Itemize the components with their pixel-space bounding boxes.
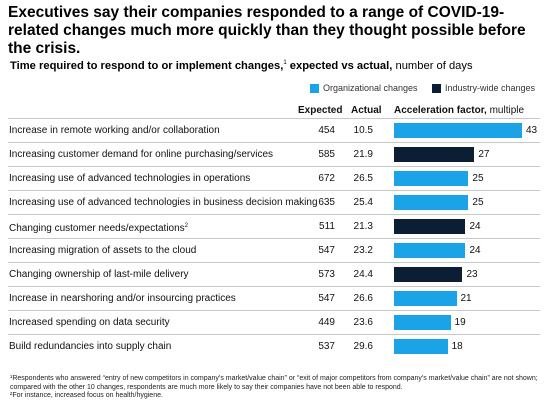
acceleration-bar [394, 291, 457, 306]
actual-value: 21.3 [353, 221, 373, 232]
acceleration-bar [394, 267, 463, 282]
actual-value: 26.5 [353, 173, 373, 184]
row-label-text: Increasing customer demand for online pu… [9, 149, 274, 160]
expected-value: 449 [318, 317, 335, 328]
table-row: Increased spending on data security 449 23… [8, 310, 540, 334]
expected-value: 547 [318, 293, 335, 304]
legend-swatch-organizational [310, 84, 319, 93]
acceleration-header-bold: Acceleration factor, [394, 105, 487, 116]
row-label-text: Increasing migration of assets to the cl… [9, 245, 197, 256]
acceleration-value-label: 27 [478, 149, 490, 160]
chart-rows: Increase in remote working and/or collab… [8, 118, 540, 358]
actual-value: 25.4 [353, 197, 373, 208]
acceleration-header-normal: multiple [486, 105, 525, 116]
row-label: Increasing migration of assets to the cl… [9, 239, 196, 262]
actual-value: 10.5 [353, 125, 373, 136]
acceleration-bar [394, 123, 522, 138]
row-label: Increasing use of advanced technologies … [9, 167, 250, 190]
row-label: Increase in nearshoring and/or insourcin… [9, 287, 236, 310]
table-row: Build redundancies into supply chain 537 2… [8, 334, 540, 358]
row-label-text: Increasing use of advanced technologies … [9, 197, 318, 208]
actual-value: 29.6 [353, 341, 373, 352]
acceleration-value-label: 43 [526, 125, 538, 136]
acceleration-value-label: 24 [469, 221, 481, 232]
column-header-acceleration: Acceleration factor, multiple [394, 105, 524, 117]
acceleration-bar [394, 243, 466, 258]
expected-value: 573 [318, 269, 335, 280]
expected-value: 547 [318, 245, 335, 256]
table-row: Increasing use of advanced technologies … [8, 166, 540, 190]
row-label: Increased spending on data security [9, 311, 170, 334]
row-label-text: Changing customer needs/expectations [9, 223, 185, 234]
acceleration-bar [394, 171, 469, 186]
acceleration-value-label: 24 [469, 245, 481, 256]
acceleration-value-label: 25 [472, 197, 484, 208]
footnotes: ¹Respondents who answered “entry of new … [10, 375, 540, 401]
row-label-text: Increased spending on data security [9, 317, 170, 328]
actual-value: 26.6 [353, 293, 373, 304]
expected-value: 635 [318, 197, 335, 208]
column-header-expected: Expected [298, 105, 343, 116]
subtitle-normal: number of days [392, 60, 473, 72]
acceleration-value-label: 23 [466, 269, 478, 280]
acceleration-bar [394, 315, 451, 330]
expected-value: 585 [318, 149, 335, 160]
table-row: Increasing use of advanced technologies … [8, 190, 540, 214]
row-label: Increase in remote working and/or collab… [9, 119, 220, 142]
acceleration-value-label: 25 [472, 173, 484, 184]
subtitle-footnote-marker: 1 [283, 60, 287, 66]
row-label-footnote-marker: 2 [184, 223, 189, 229]
row-label: Changing customer needs/expectations2 [9, 215, 188, 240]
actual-value: 23.6 [353, 317, 373, 328]
chart-subtitle: Time required to respond to or implement… [10, 56, 542, 73]
table-row: Increase in remote working and/or collab… [8, 118, 540, 142]
actual-value: 23.2 [353, 245, 373, 256]
acceleration-bar [394, 147, 475, 162]
row-label: Build redundancies into supply chain [9, 335, 171, 358]
expected-value: 454 [318, 125, 335, 136]
row-label: Changing ownership of last-mile delivery [9, 263, 189, 286]
acceleration-bar [394, 195, 469, 210]
chart-title: Executives say their companies responded… [8, 4, 526, 57]
legend-label-organizational: Organizational changes [323, 83, 418, 93]
actual-value: 21.9 [353, 149, 373, 160]
acceleration-bar [394, 219, 466, 234]
footnote-2: ²For instance, increased focus on health… [10, 392, 163, 400]
footnote-1: ¹Respondents who answered “entry of new … [10, 375, 538, 391]
legend-label-industry: Industry-wide changes [445, 83, 536, 93]
row-label: Increasing customer demand for online pu… [9, 143, 273, 166]
table-row: Increase in nearshoring and/or insourcin… [8, 286, 540, 310]
row-label-text: Increase in nearshoring and/or insourcin… [9, 293, 236, 304]
acceleration-value-label: 21 [460, 293, 472, 304]
table-row: Increasing customer demand for online pu… [8, 142, 540, 166]
column-header-actual: Actual [351, 105, 382, 116]
table-row: Changing ownership of last-mile delivery… [8, 262, 540, 286]
row-label-text: Build redundancies into supply chain [9, 341, 172, 352]
row-label-text: Increasing use of advanced technologies … [9, 173, 251, 184]
expected-value: 537 [318, 341, 335, 352]
subtitle-bold-2: expected vs actual, [286, 60, 393, 72]
acceleration-value-label: 18 [451, 341, 463, 352]
subtitle-bold: Time required to respond to or implement… [10, 60, 284, 72]
row-label-text: Increase in remote working and/or collab… [9, 125, 220, 136]
table-row: Increasing migration of assets to the cl… [8, 238, 540, 262]
actual-value: 24.4 [353, 269, 373, 280]
row-label: Increasing use of advanced technologies … [9, 191, 318, 214]
expected-value: 511 [319, 221, 335, 232]
acceleration-bar [394, 339, 448, 354]
table-row: Changing customer needs/expectations2 511… [8, 214, 540, 238]
row-label-text: Changing ownership of last-mile delivery [9, 269, 189, 280]
expected-value: 672 [318, 173, 335, 184]
acceleration-value-label: 19 [454, 317, 466, 328]
legend-swatch-industry [432, 84, 441, 93]
